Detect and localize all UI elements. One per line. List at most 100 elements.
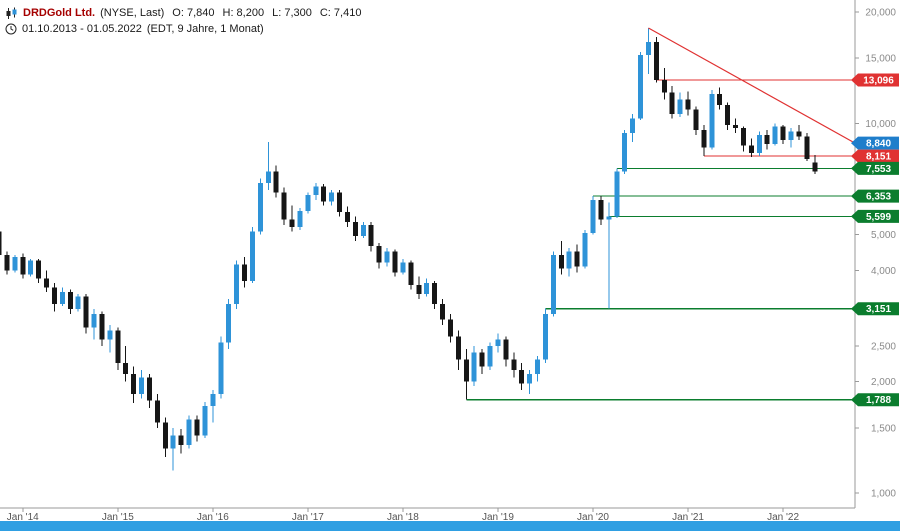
range-selector-bar[interactable] xyxy=(0,521,900,531)
candle-body xyxy=(162,422,168,449)
candle-body xyxy=(717,94,723,106)
candle-body xyxy=(748,145,754,154)
x-axis-label: Jan '17 xyxy=(292,512,324,523)
candle-body xyxy=(44,278,50,288)
x-axis-label: Jan '22 xyxy=(767,512,799,523)
candle-body xyxy=(630,118,636,134)
x-axis-label: Jan '19 xyxy=(482,512,514,523)
candle-body xyxy=(146,377,152,401)
candle-body xyxy=(606,216,612,220)
price-badge-5,599: 5,599 xyxy=(851,209,899,223)
candle-body xyxy=(99,313,105,340)
date-range-info: (EDT, 9 Jahre, 1 Monat) xyxy=(146,23,264,35)
candle-body xyxy=(20,256,26,275)
candle-body xyxy=(693,109,699,130)
price-badge-3,151: 3,151 xyxy=(851,302,899,316)
chart-header: DRDGold Ltd. (NYSE, Last) O: 7,840 H: 8,… xyxy=(5,5,361,37)
candle-body xyxy=(701,129,707,148)
range-row: 01.10.2013 - 01.05.2022 (EDT, 9 Jahre, 1… xyxy=(5,21,361,37)
candle-body xyxy=(51,287,57,304)
candle-body xyxy=(796,131,802,137)
candle-body xyxy=(234,264,240,304)
candle-body xyxy=(495,339,501,346)
candle-body xyxy=(273,171,279,193)
instrument-name: DRDGold Ltd. xyxy=(23,7,96,19)
candle-body xyxy=(313,186,319,195)
candle-body xyxy=(305,194,311,211)
candle-body xyxy=(265,171,271,183)
candle-body xyxy=(249,231,255,281)
candle-body xyxy=(36,260,42,279)
candle-body xyxy=(519,370,525,384)
candle-body xyxy=(194,419,200,436)
y-axis-label: 5,000 xyxy=(871,230,896,241)
candle-body xyxy=(558,255,564,269)
descending-trendline[interactable] xyxy=(648,27,856,144)
svg-text:3,151: 3,151 xyxy=(866,304,891,315)
candle-body xyxy=(154,400,160,423)
candle-body xyxy=(638,55,644,119)
svg-text:6,353: 6,353 xyxy=(866,192,891,203)
candle-body xyxy=(780,126,786,141)
candle-body xyxy=(91,313,97,328)
candle-body xyxy=(740,128,746,146)
candle-body xyxy=(479,352,485,367)
svg-text:8,840: 8,840 xyxy=(866,139,891,150)
candle-body xyxy=(360,225,366,237)
candle-body xyxy=(337,192,343,213)
y-axis-label: 15,000 xyxy=(865,54,896,65)
x-axis-label: Jan '14 xyxy=(7,512,39,523)
candle-body xyxy=(139,377,145,395)
candle-body xyxy=(289,219,295,227)
candle-body xyxy=(463,359,469,382)
candle-body xyxy=(527,373,533,384)
candle-body xyxy=(75,296,81,309)
candle-body xyxy=(28,260,34,275)
price-badge-13,096: 13,096 xyxy=(851,73,899,87)
candle-body xyxy=(653,41,659,80)
y-axis-label: 1,500 xyxy=(871,423,896,434)
candle-body xyxy=(582,232,588,267)
candle-body xyxy=(352,222,358,237)
candle-body xyxy=(344,212,350,223)
candle-body xyxy=(685,99,691,110)
y-axis-label: 20,000 xyxy=(865,8,896,19)
candle-body xyxy=(566,251,572,269)
candle-body xyxy=(67,291,73,309)
candlestick-icon xyxy=(6,7,17,19)
candle-body xyxy=(0,231,2,256)
candle-body xyxy=(329,192,335,202)
candle-body xyxy=(669,92,675,114)
svg-text:13,096: 13,096 xyxy=(863,75,894,86)
candle-body xyxy=(115,330,121,363)
candle-body xyxy=(123,362,129,374)
candle-body xyxy=(550,255,556,314)
candle-body xyxy=(440,303,446,320)
candle-body xyxy=(503,339,509,360)
x-axis-label: Jan '21 xyxy=(672,512,704,523)
candle-body xyxy=(511,359,517,371)
y-axis-label: 10,000 xyxy=(865,119,896,130)
y-axis-label: 2,500 xyxy=(871,341,896,352)
candle-body xyxy=(321,186,327,202)
candle-body xyxy=(661,79,667,93)
candle-body xyxy=(170,435,176,449)
date-range: 01.10.2013 - 01.05.2022 xyxy=(22,23,142,35)
price-badge-8,840: 8,840 xyxy=(851,136,899,150)
candle-body xyxy=(83,296,89,328)
candle-body xyxy=(471,352,477,382)
candle-body xyxy=(400,262,406,273)
candle-body xyxy=(812,162,818,172)
y-axis-label: 4,000 xyxy=(871,266,896,277)
candle-body xyxy=(4,255,10,271)
svg-text:1,788: 1,788 xyxy=(866,395,891,406)
candle-body xyxy=(408,262,414,286)
candle-body xyxy=(677,99,683,114)
price-badge-7,553: 7,553 xyxy=(851,161,899,175)
candle-body xyxy=(368,225,374,247)
candle-body xyxy=(598,200,604,220)
candle-body xyxy=(733,124,739,129)
ohlc-close: C: 7,410 xyxy=(319,7,362,19)
svg-text:5,599: 5,599 xyxy=(866,212,891,223)
